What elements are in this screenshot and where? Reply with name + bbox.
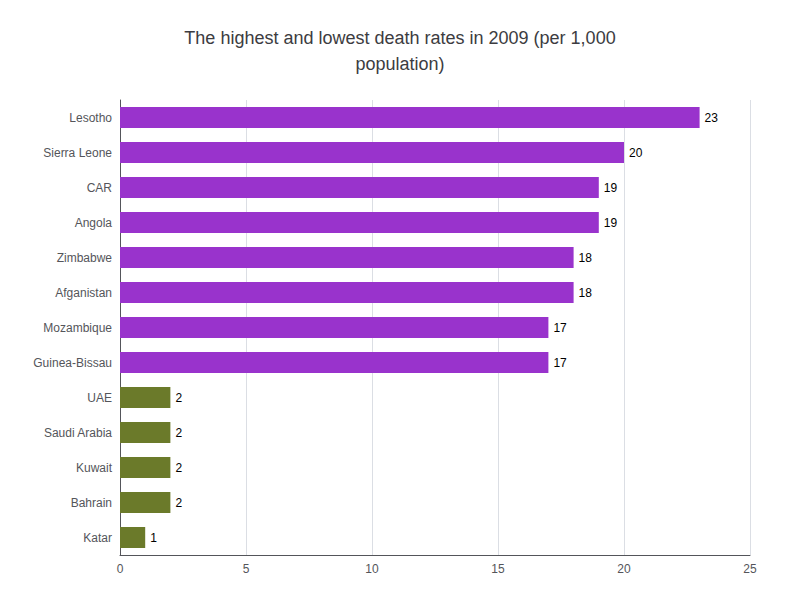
svg-text:1: 1	[150, 531, 157, 545]
svg-text:19: 19	[604, 216, 618, 230]
svg-text:2: 2	[175, 391, 182, 405]
svg-text:17: 17	[553, 321, 567, 335]
svg-text:18: 18	[579, 286, 593, 300]
svg-text:0: 0	[117, 562, 124, 576]
svg-text:17: 17	[553, 356, 567, 370]
svg-text:Zimbabwe: Zimbabwe	[57, 251, 113, 265]
svg-text:Angola: Angola	[75, 216, 113, 230]
svg-text:Bahrain: Bahrain	[71, 496, 112, 510]
svg-text:2: 2	[175, 496, 182, 510]
svg-text:Katar: Katar	[83, 531, 112, 545]
svg-text:20: 20	[629, 146, 643, 160]
svg-text:Kuwait: Kuwait	[76, 461, 113, 475]
svg-text:2: 2	[175, 426, 182, 440]
svg-text:Sierra Leone: Sierra Leone	[43, 146, 112, 160]
svg-text:15: 15	[491, 562, 505, 576]
svg-text:UAE: UAE	[87, 391, 112, 405]
svg-text:2: 2	[175, 461, 182, 475]
svg-text:20: 20	[617, 562, 631, 576]
svg-text:Mozambique: Mozambique	[43, 321, 112, 335]
svg-text:10: 10	[365, 562, 379, 576]
svg-text:18: 18	[579, 251, 593, 265]
svg-text:25: 25	[743, 562, 757, 576]
svg-text:CAR: CAR	[87, 181, 113, 195]
svg-text:Saudi Arabia: Saudi Arabia	[44, 426, 112, 440]
svg-text:The highest and lowest death r: The highest and lowest death rates in 20…	[184, 28, 615, 48]
svg-text:Lesotho: Lesotho	[69, 111, 112, 125]
svg-text:Afganistan: Afganistan	[55, 286, 112, 300]
svg-text:23: 23	[705, 111, 719, 125]
svg-text:19: 19	[604, 181, 618, 195]
svg-text:Guinea-Bissau: Guinea-Bissau	[33, 356, 112, 370]
svg-text:population): population)	[355, 54, 444, 74]
svg-text:5: 5	[243, 562, 250, 576]
